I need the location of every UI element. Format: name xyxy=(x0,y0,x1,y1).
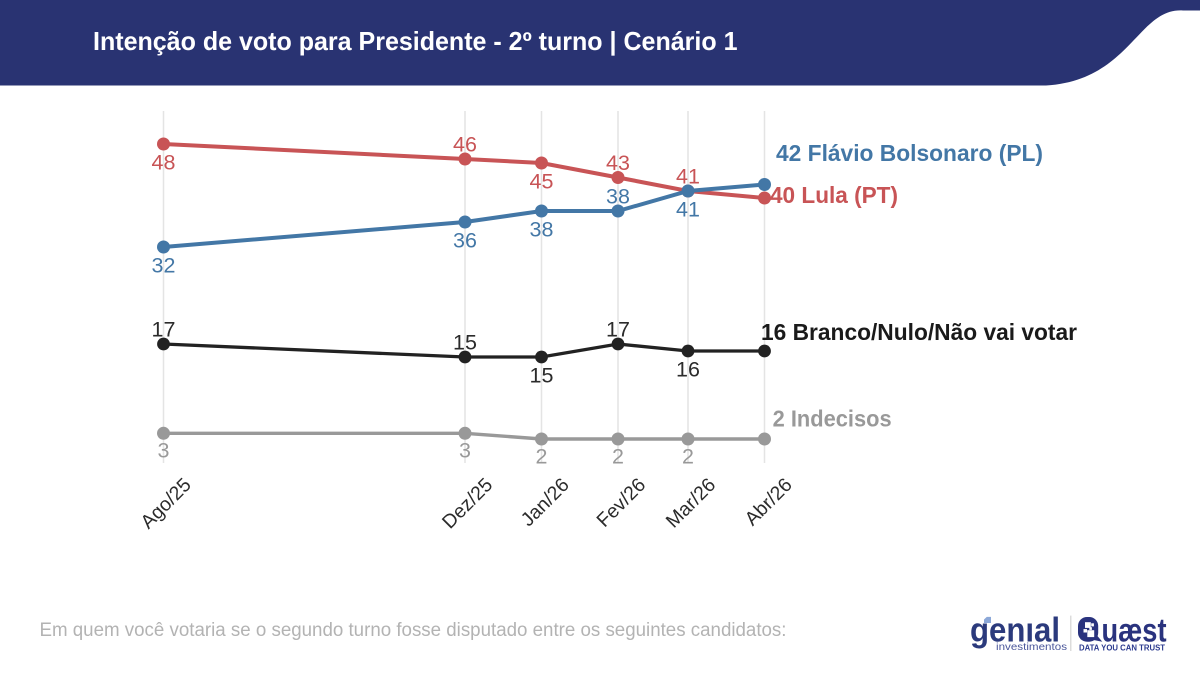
svg-text:15: 15 xyxy=(530,364,554,388)
svg-text:2: 2 xyxy=(682,445,694,469)
svg-text:Intenção de voto para Presiden: Intenção de voto para Presidente - 2º tu… xyxy=(93,26,738,56)
svg-text:Fev/26: Fev/26 xyxy=(593,474,651,532)
svg-text:15: 15 xyxy=(453,331,477,355)
svg-text:Jan/26: Jan/26 xyxy=(517,474,574,531)
svg-text:43: 43 xyxy=(606,151,630,175)
svg-text:uæst: uæst xyxy=(1102,612,1167,649)
svg-text:36: 36 xyxy=(453,229,477,253)
svg-text:17: 17 xyxy=(606,318,630,342)
svg-text:3: 3 xyxy=(459,439,471,463)
svg-text:38: 38 xyxy=(530,218,554,242)
svg-text:17: 17 xyxy=(152,318,176,342)
svg-text:2: 2 xyxy=(536,445,548,469)
svg-text:41: 41 xyxy=(676,198,700,222)
svg-text:2 Indecisos: 2 Indecisos xyxy=(773,406,892,432)
svg-text:Em quem você votaria se o segu: Em quem você votaria se o segundo turno … xyxy=(40,620,787,641)
svg-text:32: 32 xyxy=(152,254,176,278)
svg-text:2: 2 xyxy=(612,445,624,469)
svg-text:48: 48 xyxy=(152,151,176,175)
svg-text:16: 16 xyxy=(676,358,700,382)
svg-text:Abr/26: Abr/26 xyxy=(741,474,797,530)
svg-text:38: 38 xyxy=(606,185,630,209)
svg-text:42 Flávio Bolsonaro (PL): 42 Flávio Bolsonaro (PL) xyxy=(776,140,1043,166)
svg-text:45: 45 xyxy=(530,170,554,194)
svg-text:Mar/26: Mar/26 xyxy=(662,474,720,532)
svg-text:DATA YOU CAN TRUST: DATA YOU CAN TRUST xyxy=(1079,644,1165,653)
svg-text:40 Lula (PT): 40 Lula (PT) xyxy=(770,182,898,208)
svg-text:3: 3 xyxy=(158,439,170,463)
svg-text:investimentos: investimentos xyxy=(996,642,1067,653)
svg-text:46: 46 xyxy=(453,133,477,157)
svg-text:genıal: genıal xyxy=(970,612,1060,650)
svg-text:Dez/25: Dez/25 xyxy=(438,474,497,533)
svg-text:41: 41 xyxy=(676,165,700,189)
svg-text:Ago/25: Ago/25 xyxy=(136,474,195,533)
svg-text:16 Branco/Nulo/Não vai votar: 16 Branco/Nulo/Não vai votar xyxy=(761,319,1077,345)
